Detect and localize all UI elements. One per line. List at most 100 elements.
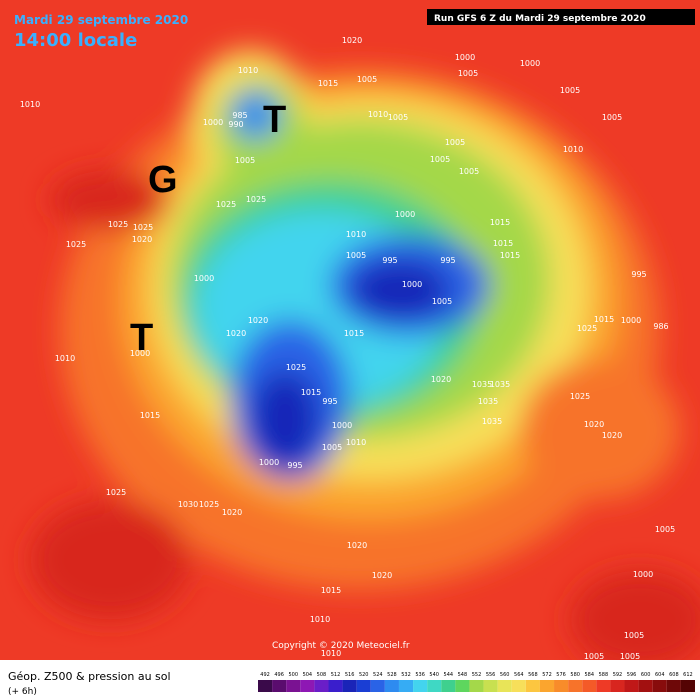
scale-swatch [286, 680, 301, 692]
isobar-label: 1020 [226, 329, 246, 338]
isobar-label: 1000 [402, 280, 422, 289]
scale-swatch [413, 680, 428, 692]
scale-label: 548 [458, 672, 468, 678]
isobar-label: 995 [322, 397, 337, 406]
isobar-label: 1015 [500, 251, 520, 260]
isobar-label: 1000 [259, 458, 279, 467]
isobar-label: 1020 [602, 431, 622, 440]
isobar-label: 1005 [430, 155, 450, 164]
isobar-label: 990 [228, 120, 243, 129]
isobar-label: 985 [232, 111, 247, 120]
isobar-label: 1000 [621, 316, 641, 325]
isobar-label: 1000 [203, 118, 223, 127]
isobar-label: 1020 [132, 235, 152, 244]
isobar-label: 1015 [318, 79, 338, 88]
isobar-label: 1025 [199, 500, 219, 509]
scale-label: 536 [415, 672, 425, 678]
isobar-label: 1010 [368, 110, 388, 119]
scale-swatch [610, 680, 625, 692]
scale-swatch [398, 680, 414, 692]
isobar-label: 1000 [130, 349, 150, 358]
scale-swatch [342, 680, 357, 692]
isobar-label: 1000 [455, 53, 475, 62]
scale-swatch [272, 680, 287, 692]
isobar-label: 1015 [301, 388, 321, 397]
isobar-label: 1010 [238, 66, 258, 75]
footer-step: (+ 6h) [8, 687, 37, 697]
isobar-label: 1035 [482, 417, 502, 426]
time: 14:00 locale [14, 30, 137, 51]
scale-swatch [680, 680, 695, 692]
isobar-label: 1010 [321, 649, 341, 658]
isobar-label: 1005 [458, 69, 478, 78]
scale-label: 572 [542, 672, 552, 678]
scale-swatch [314, 680, 329, 692]
isobar-label: 1000 [194, 274, 214, 283]
isobar-label: 1005 [560, 86, 580, 95]
isobar-label: 1005 [235, 156, 255, 165]
isobar-label: 1020 [406, 659, 426, 668]
scale-label: 568 [528, 672, 538, 678]
scale-swatch [356, 680, 371, 692]
scale-swatch [384, 680, 399, 692]
scale-label: 528 [387, 672, 397, 678]
scale-label: 604 [655, 672, 665, 678]
high-center: G [148, 159, 178, 201]
isobar-label: 995 [287, 461, 302, 470]
isobar-label: 1025 [216, 200, 236, 209]
scale-swatch [624, 680, 639, 692]
scale-swatch [497, 680, 512, 692]
scale-swatch [568, 680, 583, 692]
scale-label: 492 [260, 672, 270, 678]
scale-swatch [455, 680, 470, 692]
scale-swatch [638, 680, 653, 692]
scale-swatch [441, 680, 456, 692]
isobar-label: 1005 [357, 75, 377, 84]
scale-label: 588 [599, 672, 609, 678]
scale-label: 532 [401, 672, 411, 678]
isobar-label: 1025 [66, 240, 86, 249]
scale-swatch [483, 680, 498, 692]
scale-label: 508 [317, 672, 327, 678]
copyright: Copyright © 2020 Meteociel.fr [272, 641, 410, 651]
isobar-label: 1020 [248, 316, 268, 325]
scale-label: 512 [331, 672, 341, 678]
scale-label: 584 [585, 672, 595, 678]
low-center: T [263, 99, 286, 141]
isobar-label: 1025 [577, 324, 597, 333]
isobar-label: 1020 [584, 420, 604, 429]
scale-swatch [427, 680, 442, 692]
isobar-label: 1005 [459, 167, 479, 176]
scale-label: 544 [444, 672, 454, 678]
scale-swatch [511, 680, 526, 692]
scale-label: 500 [288, 672, 298, 678]
scale-label: 612 [683, 672, 693, 678]
isobar-label: 1000 [520, 59, 540, 68]
isobar-label: 1000 [332, 421, 352, 430]
scale-swatch [666, 680, 681, 692]
scale-swatch [300, 680, 315, 692]
isobar-label: 1005 [655, 525, 675, 534]
isobar-label: 1005 [624, 631, 644, 640]
isobar-label: 1030 [178, 500, 198, 509]
scale-label: 556 [486, 672, 496, 678]
isobar-label: 1005 [346, 251, 366, 260]
scale-swatch [652, 680, 667, 692]
isobar-label: 1025 [108, 220, 128, 229]
isobar-label: 1005 [602, 113, 622, 122]
isobar-label: 986 [653, 322, 668, 331]
scale-label: 524 [373, 672, 383, 678]
isobar-label: 1035 [472, 380, 492, 389]
scale-label: 504 [303, 672, 313, 678]
isobar-label: 995 [631, 270, 646, 279]
isobar-label: 1025 [570, 392, 590, 401]
isobar-label: 1025 [106, 488, 126, 497]
isobar-label: 1010 [563, 145, 583, 154]
isobar-label: 1005 [322, 443, 342, 452]
scale-label: 564 [514, 672, 524, 678]
isobar-label: 1010 [346, 438, 366, 447]
isobar-label: 1005 [620, 652, 640, 661]
isobar-label: 995 [382, 256, 397, 265]
isobar-label: 1020 [372, 571, 392, 580]
